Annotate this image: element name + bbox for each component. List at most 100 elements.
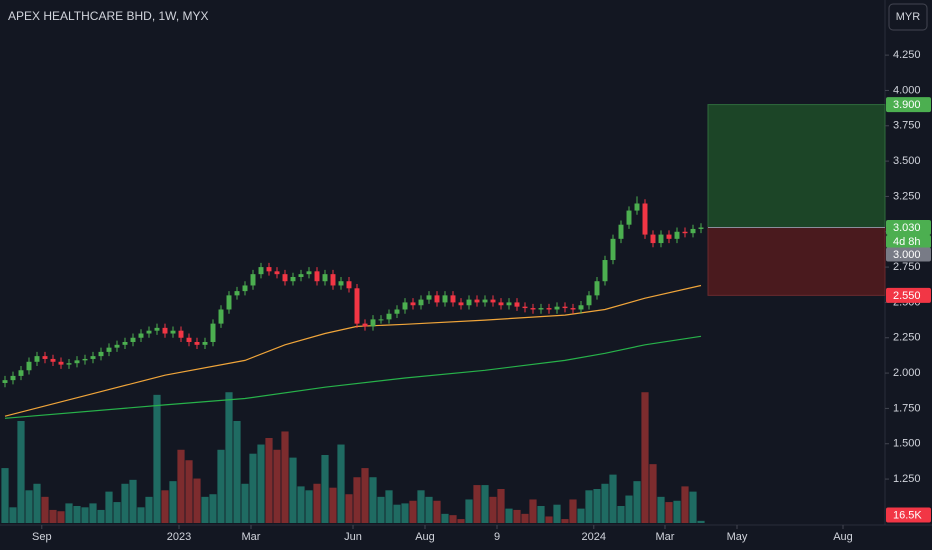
volume-bar xyxy=(369,477,377,523)
volume-bar xyxy=(225,392,233,523)
candle-body xyxy=(450,295,456,303)
volume-bar xyxy=(97,509,105,523)
volume-bar xyxy=(449,515,457,523)
volume-bar xyxy=(569,499,577,523)
candle-body xyxy=(50,358,56,362)
volume-bar xyxy=(129,479,137,523)
volume-bar xyxy=(1,468,9,523)
candle-body xyxy=(554,306,560,310)
candle-body xyxy=(474,299,480,303)
volume-bar xyxy=(337,444,345,523)
candle-body xyxy=(138,333,144,338)
volume-bar xyxy=(641,392,649,523)
candle-body xyxy=(618,224,624,239)
volume-bar xyxy=(105,491,113,523)
y-tick-label: 3.250 xyxy=(893,190,921,202)
candle-body xyxy=(114,344,120,348)
x-tick-label: Aug xyxy=(415,531,435,543)
volume-bar xyxy=(409,500,417,523)
currency-button[interactable] xyxy=(888,3,928,31)
candle-body xyxy=(530,308,536,310)
volume-bar xyxy=(537,506,545,523)
volume-bar xyxy=(65,503,73,523)
candle-body xyxy=(306,271,312,275)
candle-body xyxy=(610,238,616,261)
candle-body xyxy=(258,267,264,275)
currency-label[interactable]: MYR xyxy=(896,11,921,23)
volume-bar xyxy=(153,394,161,523)
volume-bar xyxy=(657,496,665,523)
candle-body xyxy=(490,299,496,303)
candle-body xyxy=(466,299,472,306)
x-tick-label: May xyxy=(727,531,748,543)
candle-body xyxy=(522,306,528,309)
candle-body xyxy=(418,299,424,306)
candle-body xyxy=(394,309,400,314)
volume-bar xyxy=(169,481,177,523)
x-tick-label: Sep xyxy=(32,531,52,543)
candle-body xyxy=(58,361,64,365)
candle-body xyxy=(546,308,552,310)
candle-body xyxy=(570,308,576,310)
volume-bar xyxy=(553,504,561,523)
volume-bar xyxy=(633,481,641,523)
volume-bar xyxy=(585,490,593,523)
volume-bar xyxy=(9,507,17,523)
volume-label-box xyxy=(886,507,931,523)
candle-body xyxy=(586,295,592,306)
volume-bar xyxy=(305,490,313,523)
candle-body xyxy=(578,305,584,310)
volume-bar xyxy=(265,438,273,523)
candle-body xyxy=(354,288,360,324)
volume-bar xyxy=(457,519,465,523)
volume-bar xyxy=(249,453,257,523)
candle-body xyxy=(498,302,504,306)
volume-bar xyxy=(241,483,249,523)
candle-body xyxy=(130,337,136,342)
volume-bar xyxy=(185,460,193,523)
countdown-label-box xyxy=(886,235,931,249)
candle-body xyxy=(562,306,568,309)
volume-bar xyxy=(681,486,689,523)
volume-bar xyxy=(473,485,481,523)
volume-bar xyxy=(41,496,49,523)
volume-bar xyxy=(417,490,425,523)
candle-body xyxy=(178,330,184,338)
profit-zone xyxy=(707,104,886,229)
candle-body xyxy=(658,234,664,244)
candle-body xyxy=(274,271,280,275)
volume-bar xyxy=(17,421,25,523)
stop-label-box xyxy=(886,287,931,303)
candle-body xyxy=(626,210,632,225)
candle-body xyxy=(10,375,16,381)
y-tick-label: 3.750 xyxy=(893,120,921,132)
volume-bar xyxy=(289,457,297,523)
candle-body xyxy=(386,313,392,320)
candle-body xyxy=(594,281,600,296)
volume-bar xyxy=(281,431,289,523)
candle-body xyxy=(514,302,520,307)
volume-bar xyxy=(177,449,185,523)
x-tick-label: Aug xyxy=(833,531,853,543)
y-tick-label: 2.750 xyxy=(893,261,921,273)
candle-body xyxy=(434,295,440,303)
volume-label: 16.5K xyxy=(893,509,922,521)
candle-body xyxy=(298,274,304,277)
x-tick-label: Mar xyxy=(242,531,261,543)
candle-body xyxy=(690,228,696,234)
target-label: 3.900 xyxy=(893,99,921,111)
candle-body xyxy=(170,330,176,334)
candle-body xyxy=(18,370,24,376)
candle-body xyxy=(250,274,256,286)
volume-bar xyxy=(673,500,681,523)
candle-body xyxy=(82,358,88,361)
volume-bar xyxy=(617,506,625,523)
x-tick-label: Jun xyxy=(344,531,362,543)
volume-bar xyxy=(393,504,401,523)
volume-bar xyxy=(609,474,617,523)
x-tick-label: 9 xyxy=(494,531,500,543)
volume-bar xyxy=(57,511,65,523)
candle-body xyxy=(362,323,368,327)
candle-body xyxy=(506,302,512,306)
